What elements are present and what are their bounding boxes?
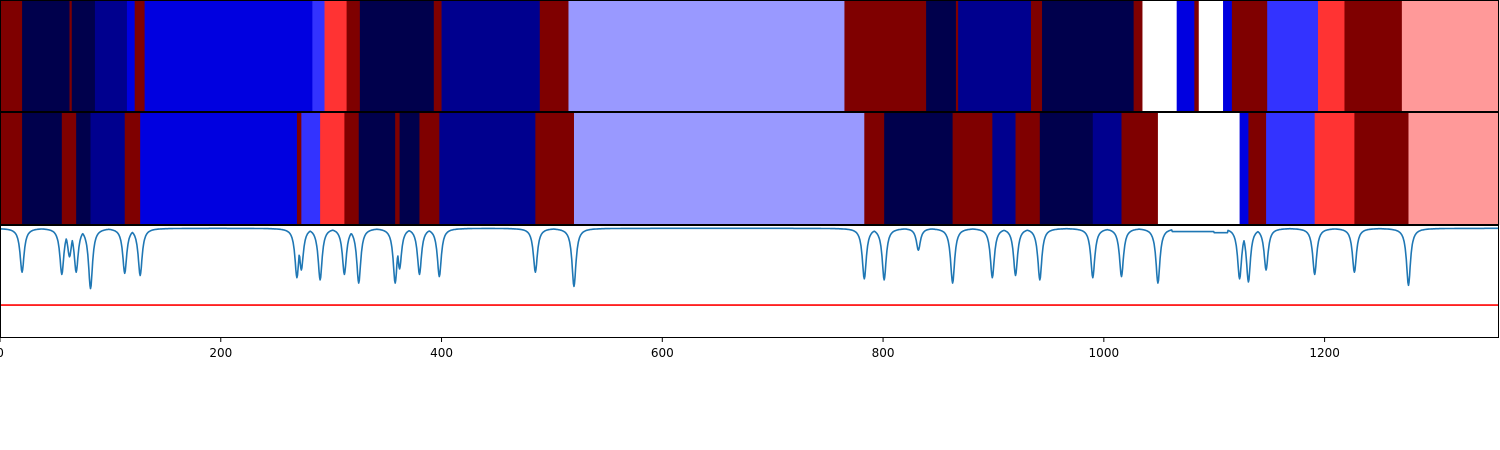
panel-frame [0,225,1499,338]
line-plot-panel [0,225,1500,338]
heatmap-segment [22,112,63,225]
series-line [0,227,1500,290]
panel-frame [0,0,1499,112]
middle-heatmap-panel [0,112,1500,225]
heatmap-segment [1092,112,1122,225]
heatmap-segment [69,0,73,112]
x-tick-label: 1000 [1089,346,1120,360]
heatmap-segment [1194,0,1200,112]
heatmap-segment [1142,0,1178,112]
x-tick-label: 0 [0,346,4,360]
heatmap-segment [395,112,400,225]
heatmap-segment [1401,0,1500,112]
heatmap-segment [1267,0,1319,112]
heatmap-segment [0,0,23,112]
x-tick-label: 800 [872,346,895,360]
heatmap-segment [992,112,1016,225]
top-heatmap-panel [0,0,1500,112]
heatmap-segment [358,112,396,225]
x-tick-label: 600 [651,346,674,360]
heatmap-segment [1121,112,1159,225]
heatmap-segment [1317,0,1345,112]
heatmap-segment [76,112,91,225]
heatmap-segment [90,112,126,225]
heatmap-segment [126,0,136,112]
heatmap-segment [1039,112,1094,225]
heatmap-segment [1239,112,1249,225]
heatmap-segment [573,112,865,225]
heatmap-segment [441,0,541,112]
x-tick-label: 1200 [1309,346,1340,360]
x-tick-label: 200 [209,346,232,360]
heatmap-segment [1042,0,1135,112]
heatmap-segment [399,112,420,225]
heatmap-segment [926,0,957,112]
heatmap-segment [1015,112,1041,225]
heatmap-segment [1266,112,1316,225]
heatmap-segment [359,0,435,112]
heatmap-segment [296,112,302,225]
heatmap-segment [1133,0,1143,112]
heatmap-segment [1408,112,1500,225]
heatmap-segment [1157,112,1241,225]
heatmap-segment [1030,0,1043,112]
heatmap-segment [1223,0,1233,112]
heatmap-segment [952,112,993,225]
heatmap-segment [1314,112,1355,225]
heatmap-segment [1198,0,1224,112]
heatmap-segment [958,0,1032,112]
heatmap-segment [346,0,361,112]
heatmap-segment [955,0,959,112]
heatmap-segment [844,0,927,112]
heatmap-segment [0,112,23,225]
heatmap-segment [61,112,77,225]
heatmap-segment [864,112,885,225]
heatmap-segment [301,112,321,225]
heatmap-segment [134,0,146,112]
heatmap-segment [124,112,141,225]
heatmap-segment [1354,112,1409,225]
heatmap-segment [1176,0,1195,112]
heatmap-segment [433,0,442,112]
heatmap-segment [884,112,954,225]
heatmap-segment [140,112,298,225]
heatmap-segment [439,112,536,225]
x-tick-label: 400 [430,346,453,360]
heatmap-segment [71,0,96,112]
heatmap-segment [320,112,345,225]
heatmap-segment [419,112,440,225]
heatmap-segment [94,0,128,112]
heatmap-segment [568,0,845,112]
panel-frame [0,112,1499,225]
x-axis: 0 200 400 600 800 1000 1200 [0,338,1340,360]
heatmap-segment [312,0,325,112]
heatmap-segment [535,112,575,225]
heatmap-segment [1231,0,1268,112]
heatmap-segment [344,112,360,225]
heatmap-segment [324,0,348,112]
heatmap-segment [1248,112,1267,225]
heatmap-segment [22,0,70,112]
heatmap-segment [539,0,569,112]
heatmap-segment [1344,0,1403,112]
heatmap-segment [144,0,313,112]
